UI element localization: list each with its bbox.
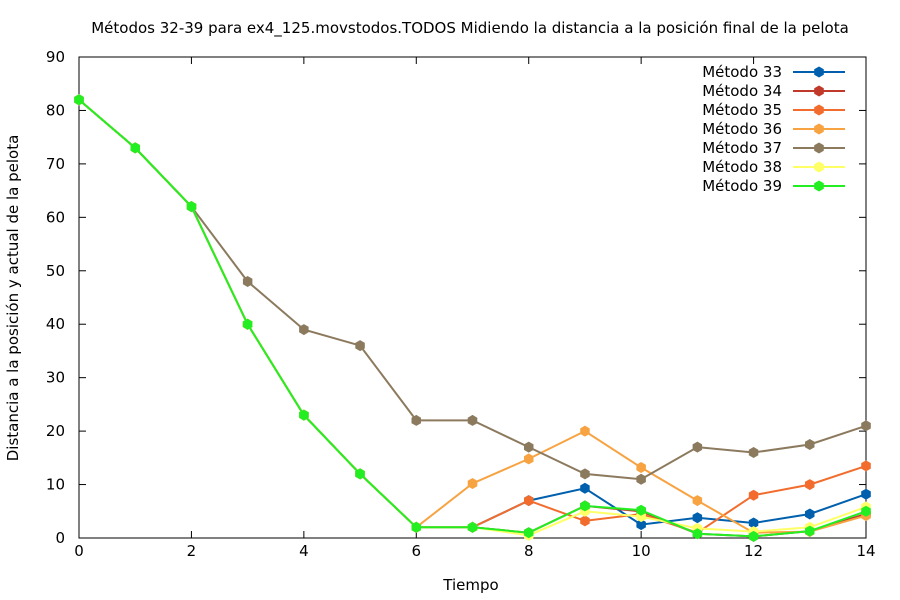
legend-label: Método 33 <box>702 63 782 81</box>
data-point <box>74 94 84 106</box>
data-point <box>580 515 590 527</box>
chart-title: Métodos 32-39 para ex4_125.movstodos.TOD… <box>91 19 849 38</box>
y-tick-label: 10 <box>46 476 65 494</box>
legend-swatch-marker <box>814 85 824 97</box>
y-tick-label: 20 <box>46 422 65 440</box>
x-tick-label: 2 <box>187 542 197 560</box>
y-tick-label: 80 <box>46 101 65 119</box>
legend-swatch-marker <box>814 66 824 78</box>
data-point <box>692 495 703 507</box>
y-axis-label: Distancia a la posición y actual de la p… <box>4 135 22 462</box>
data-point <box>524 453 534 465</box>
data-point <box>411 414 421 426</box>
data-point <box>467 521 478 533</box>
plot-border <box>78 56 867 539</box>
data-point <box>861 420 871 432</box>
data-point <box>805 525 815 537</box>
data-point <box>861 488 871 500</box>
data-point <box>861 505 871 517</box>
series-m-todo-39 <box>74 94 871 542</box>
x-tick-label: 14 <box>856 542 875 560</box>
legend-swatch-marker <box>814 161 824 173</box>
data-point <box>748 517 759 529</box>
data-point <box>186 201 197 213</box>
data-point <box>636 504 646 516</box>
data-point <box>748 530 759 542</box>
x-tick-label: 4 <box>299 542 309 560</box>
x-tick-label: 6 <box>412 542 422 560</box>
data-point <box>805 439 815 450</box>
data-point <box>467 478 478 489</box>
x-tick-label: 8 <box>524 542 534 560</box>
legend-swatch-marker <box>814 142 824 154</box>
data-point <box>692 528 703 540</box>
data-point <box>805 508 815 520</box>
y-tick-label: 70 <box>46 155 65 173</box>
y-tick-label: 0 <box>55 529 65 547</box>
legend-swatch-marker <box>814 123 824 135</box>
data-point <box>355 340 365 352</box>
data-point <box>524 441 534 453</box>
legend-label: Método 36 <box>702 120 782 138</box>
data-point <box>580 425 590 437</box>
data-point <box>355 468 365 480</box>
y-tick-label: 30 <box>46 369 65 387</box>
data-point <box>748 447 759 458</box>
x-tick-label: 0 <box>74 542 84 560</box>
y-tick-label: 60 <box>46 208 65 226</box>
x-axis-label: Tiempo <box>442 576 498 594</box>
legend-label: Método 38 <box>702 158 782 176</box>
legend-label: Método 34 <box>702 82 782 100</box>
data-point <box>805 479 815 491</box>
data-point <box>524 495 534 507</box>
legend-swatch-marker <box>814 104 824 116</box>
y-tick-label: 40 <box>46 315 65 333</box>
legend-swatch-marker <box>814 180 824 192</box>
data-point <box>524 527 534 539</box>
data-point <box>636 473 646 485</box>
y-tick-label: 90 <box>46 48 65 66</box>
data-point <box>861 460 871 472</box>
legend-label: Método 39 <box>702 177 782 195</box>
data-point <box>467 414 478 426</box>
x-tick-label: 12 <box>744 542 763 560</box>
legend-label: Método 37 <box>702 139 782 157</box>
data-point <box>748 489 759 501</box>
data-point <box>692 441 703 453</box>
data-point <box>242 318 253 330</box>
x-tick-label: 10 <box>632 542 651 560</box>
data-point <box>242 276 253 287</box>
data-point <box>580 500 590 512</box>
data-point <box>411 521 421 533</box>
data-point <box>299 409 309 421</box>
data-point <box>130 142 140 154</box>
legend-label: Método 35 <box>702 101 782 119</box>
data-point <box>580 482 590 494</box>
y-tick-label: 50 <box>46 262 65 280</box>
data-point <box>692 512 703 524</box>
data-point <box>636 519 646 531</box>
data-point <box>636 462 646 473</box>
data-point <box>580 468 590 480</box>
data-point <box>299 324 309 336</box>
